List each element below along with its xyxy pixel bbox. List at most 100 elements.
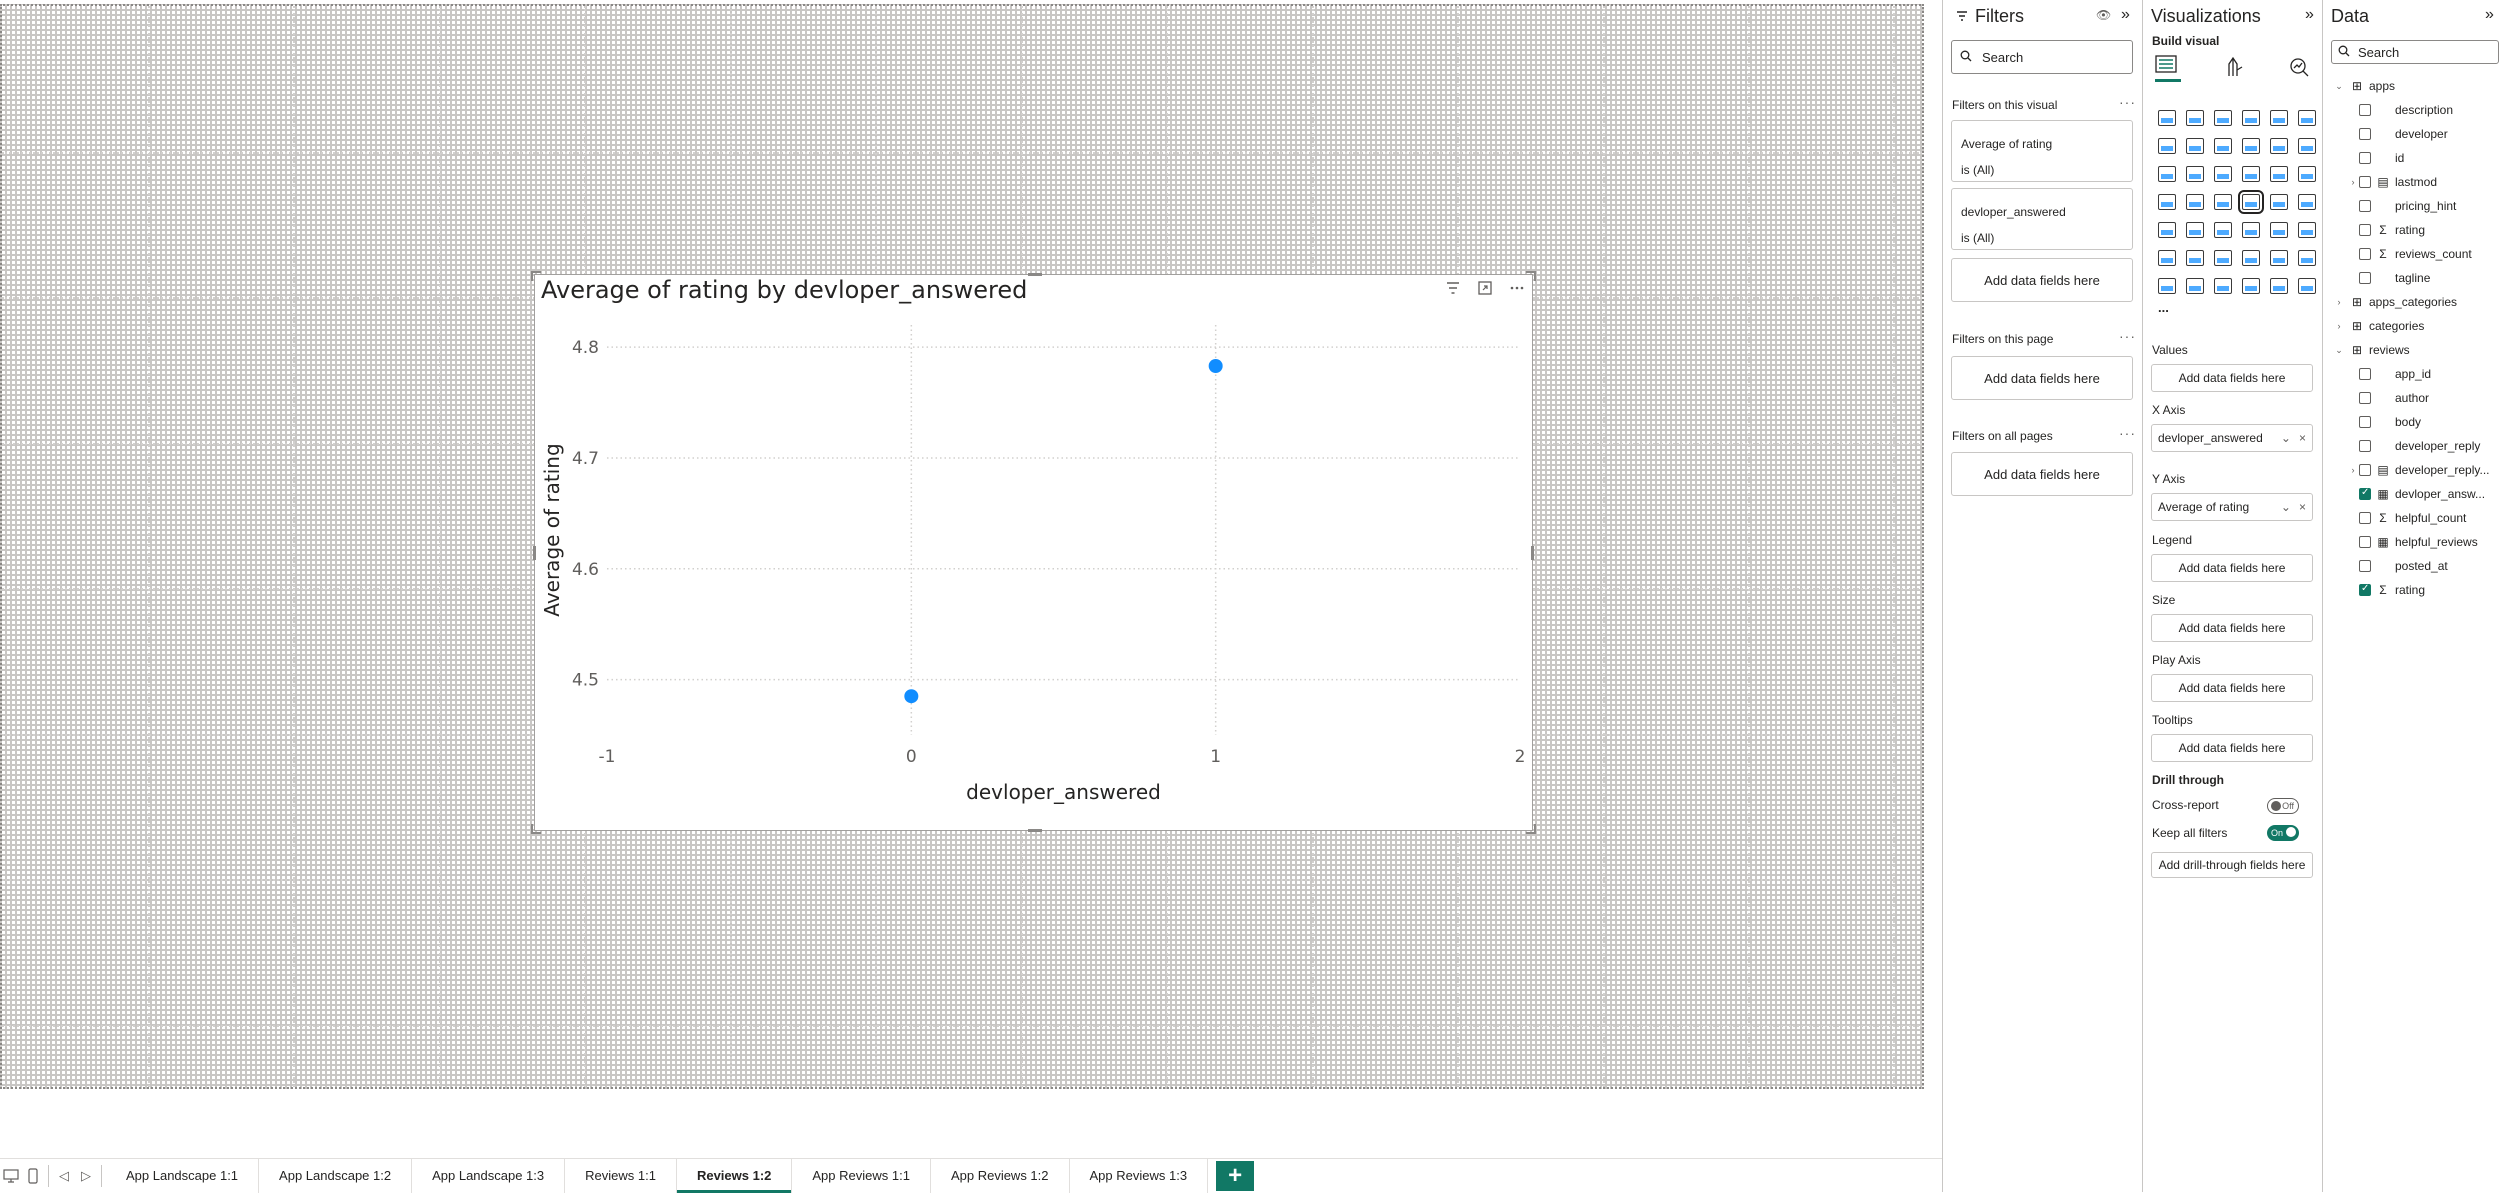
page-tab[interactable]: App Landscape 1:2: [259, 1158, 413, 1193]
x-axis-field[interactable]: devloper_answered ⌄ ×: [2151, 424, 2313, 452]
legend-drop-well[interactable]: Add data fields here: [2151, 554, 2313, 582]
page-tab[interactable]: App Reviews 1:2: [931, 1158, 1070, 1193]
visual-type-icon[interactable]: [2293, 188, 2321, 216]
visual-type-icon[interactable]: [2293, 244, 2321, 272]
values-drop-well[interactable]: Add data fields here: [2151, 364, 2313, 392]
data-point[interactable]: [1208, 359, 1223, 373]
page-tab[interactable]: Reviews 1:2: [676, 1158, 793, 1193]
field-checkbox[interactable]: [2359, 487, 2371, 500]
resize-handle-left[interactable]: [533, 546, 536, 560]
field-row[interactable]: ▦ helpful_reviews: [2347, 530, 2478, 554]
visual-type-icon[interactable]: [2181, 272, 2209, 300]
field-row[interactable]: tagline: [2347, 266, 2430, 290]
page-tab[interactable]: App Reviews 1:1: [792, 1158, 931, 1193]
drill-through-drop-well[interactable]: Add drill-through fields here: [2151, 852, 2313, 878]
field-checkbox[interactable]: [2359, 512, 2371, 524]
page-tab[interactable]: App Reviews 1:3: [1070, 1158, 1209, 1193]
visual-type-icon[interactable]: [2153, 188, 2181, 216]
visual-type-icon[interactable]: [2209, 244, 2237, 272]
visual-type-icon[interactable]: [2153, 216, 2181, 244]
field-row[interactable]: developer: [2347, 122, 2448, 146]
desktop-view-icon[interactable]: [0, 1161, 22, 1191]
visual-type-icon[interactable]: [2153, 104, 2181, 132]
play-axis-drop-well[interactable]: Add data fields here: [2151, 674, 2313, 702]
more-options-icon[interactable]: ···: [2119, 328, 2136, 344]
chevron-down-icon[interactable]: ⌄: [2280, 500, 2291, 514]
build-visual-tab-icon[interactable]: [2155, 54, 2181, 82]
resize-handle-tr[interactable]: [1526, 271, 1536, 281]
resize-handle-right[interactable]: [1531, 546, 1534, 560]
scatter-chart-type-icon[interactable]: [2237, 188, 2265, 216]
visual-type-icon[interactable]: [2265, 132, 2293, 160]
visual-type-icon[interactable]: [2265, 104, 2293, 132]
resize-handle-top[interactable]: [1028, 273, 1042, 276]
y-axis-field[interactable]: Average of rating ⌄ ×: [2151, 493, 2313, 521]
more-options-icon[interactable]: ···: [2119, 425, 2136, 441]
page-tab[interactable]: App Landscape 1:1: [106, 1158, 260, 1193]
visual-type-icon[interactable]: [2237, 104, 2265, 132]
visual-type-icon[interactable]: [2237, 216, 2265, 244]
chevron-right-icon[interactable]: ›: [2337, 321, 2341, 331]
visual-type-icon[interactable]: [2293, 132, 2321, 160]
more-options-icon[interactable]: [1508, 279, 1526, 297]
field-checkbox[interactable]: [2359, 104, 2371, 116]
visual-type-icon[interactable]: [2209, 188, 2237, 216]
visual-type-icon[interactable]: [2209, 104, 2237, 132]
field-checkbox[interactable]: [2359, 176, 2371, 188]
add-page-button[interactable]: +: [1216, 1160, 1255, 1191]
keep-all-filters-toggle[interactable]: On: [2267, 825, 2299, 841]
field-row[interactable]: pricing_hint: [2347, 194, 2456, 218]
visual-type-icon[interactable]: [2265, 216, 2293, 244]
field-row[interactable]: description: [2347, 98, 2453, 122]
scatter-chart-visual[interactable]: Average of rating by devloper_answered -…: [531, 271, 1536, 834]
visual-type-icon[interactable]: [2265, 272, 2293, 300]
visual-type-icon[interactable]: [2237, 272, 2265, 300]
visual-type-icon[interactable]: [2181, 160, 2209, 188]
chevron-down-icon[interactable]: ⌄: [2335, 344, 2343, 355]
visual-type-icon[interactable]: [2181, 132, 2209, 160]
field-checkbox[interactable]: [2359, 416, 2371, 428]
visual-type-icon[interactable]: [2209, 216, 2237, 244]
field-checkbox[interactable]: [2359, 248, 2371, 260]
visual-type-icon[interactable]: [2181, 188, 2209, 216]
visual-type-icon[interactable]: [2181, 216, 2209, 244]
table-apps[interactable]: ⌄ ⊞ apps: [2333, 74, 2395, 98]
remove-field-icon[interactable]: ×: [2298, 431, 2306, 445]
cross-report-toggle[interactable]: Off: [2267, 798, 2299, 814]
visual-type-icon[interactable]: [2265, 244, 2293, 272]
field-row[interactable]: developer_reply: [2347, 434, 2480, 458]
visual-type-icon[interactable]: [2181, 244, 2209, 272]
visual-type-icon[interactable]: [2209, 272, 2237, 300]
field-checkbox[interactable]: [2359, 224, 2371, 236]
field-checkbox[interactable]: [2359, 536, 2371, 548]
field-checkbox[interactable]: [2359, 464, 2371, 476]
analytics-tab-icon[interactable]: [2288, 56, 2310, 83]
field-checkbox[interactable]: [2359, 392, 2371, 404]
more-visuals-icon[interactable]: ...: [2158, 300, 2169, 315]
more-options-icon[interactable]: ···: [2119, 94, 2136, 110]
visual-type-icon[interactable]: [2153, 160, 2181, 188]
visual-type-icon[interactable]: [2153, 272, 2181, 300]
field-checkbox[interactable]: [2359, 583, 2371, 596]
tooltips-drop-well[interactable]: Add data fields here: [2151, 734, 2313, 762]
resize-handle-br[interactable]: [1526, 824, 1536, 834]
chevron-right-icon[interactable]: ›: [2337, 297, 2341, 307]
chevron-right-icon[interactable]: ›: [2351, 177, 2355, 187]
collapse-data-icon[interactable]: »: [2485, 6, 2494, 23]
filter-icon[interactable]: [1444, 279, 1462, 297]
resize-handle-bottom[interactable]: [1028, 829, 1042, 832]
resize-handle-tl[interactable]: [531, 271, 541, 281]
chevron-down-icon[interactable]: ⌄: [2335, 80, 2343, 91]
filters-page-drop-well[interactable]: Add data fields here: [1951, 356, 2133, 400]
filters-visual-drop-well[interactable]: Add data fields here: [1951, 258, 2133, 302]
tab-scroll-left-icon[interactable]: ◁: [59, 1167, 69, 1183]
visual-type-icon[interactable]: [2181, 104, 2209, 132]
tab-scroll-right-icon[interactable]: ▷: [81, 1167, 91, 1183]
field-checkbox[interactable]: [2359, 128, 2371, 140]
filters-all-pages-drop-well[interactable]: Add data fields here: [1951, 452, 2133, 496]
chevron-down-icon[interactable]: ⌄: [2280, 431, 2291, 445]
visual-type-icon[interactable]: [2293, 104, 2321, 132]
